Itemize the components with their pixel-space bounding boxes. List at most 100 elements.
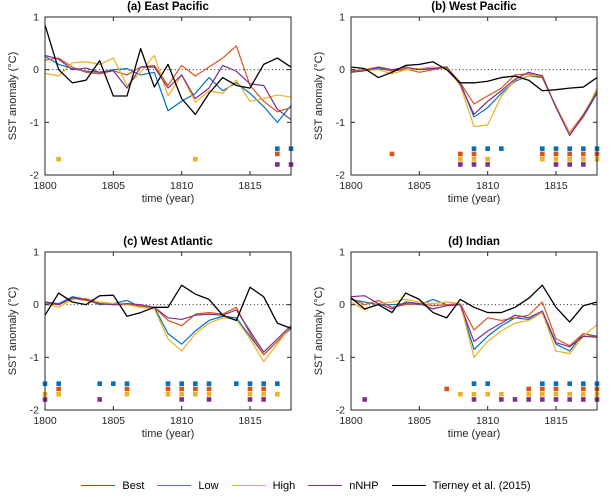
- x-tick-label: 1810: [170, 415, 194, 427]
- panel-d: (d) Indian SST anomaly (°C) 1800 1805 1810…: [306, 235, 612, 470]
- significance-marker-low: [206, 386, 212, 392]
- significance-marker-best: [567, 146, 572, 151]
- significance-marker-high: [499, 391, 504, 397]
- significance-marker-low: [526, 386, 531, 392]
- series-line-best: [350, 66, 598, 135]
- significance-marker-nnhp: [567, 397, 572, 402]
- significance-marker-nnhp: [553, 397, 559, 402]
- legend-line-low-icon: [157, 485, 192, 486]
- x-tick-label: 1800: [339, 415, 363, 427]
- significance-marker-low: [165, 386, 171, 392]
- significance-marker-nnhp: [485, 162, 490, 167]
- legend-label-tierney: Tierney et al. (2015): [432, 479, 531, 492]
- panel-b-plot: 1800 1805 1810 1815 1 0 -1 -2: [336, 12, 600, 192]
- y-tick-label: -2: [336, 405, 345, 417]
- axes-box: [44, 251, 292, 411]
- significance-marker-high: [553, 156, 559, 162]
- x-tick-label: 1800: [33, 180, 57, 192]
- significance-marker-nnhp: [581, 397, 586, 402]
- series-line-tierney: [350, 61, 598, 92]
- significance-marker-nnhp: [471, 397, 477, 402]
- significance-marker-best: [553, 381, 559, 386]
- series-line-high: [44, 297, 292, 363]
- significance-marker-high: [193, 391, 198, 397]
- y-tick-label: -1: [336, 352, 345, 364]
- significance-marker-high: [540, 391, 545, 397]
- significance-marker-low: [389, 151, 395, 157]
- x-tick-label: 1800: [339, 180, 363, 192]
- significance-marker-high: [567, 156, 572, 162]
- significance-marker-nnhp: [581, 162, 586, 167]
- significance-marker-low: [471, 151, 477, 157]
- x-tick-label: 1810: [476, 180, 500, 192]
- series-line-low: [350, 66, 598, 134]
- panel-d-title: (d) Indian: [448, 236, 500, 248]
- y-tick-label: 1: [33, 12, 39, 24]
- significance-marker-high: [553, 391, 559, 397]
- x-tick-label: 1805: [408, 180, 432, 192]
- significance-marker-low: [261, 386, 266, 392]
- legend-line-tierney-icon: [391, 485, 426, 486]
- significance-marker-best: [540, 146, 545, 151]
- significance-marker-high: [458, 156, 463, 162]
- significance-marker-low: [458, 151, 463, 157]
- y-tick-label: -1: [336, 117, 345, 129]
- series-line-nnhp: [44, 297, 292, 353]
- significance-marker-best: [581, 146, 586, 151]
- axes-box: [350, 251, 598, 411]
- panel-a-x-axis-label: time (year): [141, 193, 195, 205]
- significance-marker-low: [444, 386, 449, 392]
- x-tick-label: 1815: [544, 180, 568, 192]
- significance-marker-best: [485, 146, 490, 151]
- significance-marker-high: [567, 391, 572, 397]
- significance-marker-nnhp: [499, 397, 504, 402]
- legend-entry-best: Best: [81, 480, 144, 492]
- significance-marker-low: [553, 386, 559, 392]
- significance-marker-high: [165, 391, 171, 397]
- significance-marker-high: [540, 156, 545, 162]
- significance-marker-nnhp: [540, 397, 545, 402]
- significance-marker-best: [471, 381, 477, 386]
- x-tick-label: 1810: [476, 415, 500, 427]
- panel-d-x-axis-label: time (year): [447, 428, 501, 440]
- significance-marker-low: [124, 386, 130, 392]
- significance-marker-best: [499, 146, 504, 151]
- significance-marker-high: [471, 156, 477, 162]
- y-tick-label: 0: [339, 299, 345, 311]
- significance-marker-best: [111, 381, 116, 386]
- series-line-high: [350, 66, 598, 135]
- series-line-tierney: [44, 284, 292, 329]
- significance-marker-nnhp: [179, 397, 184, 402]
- panel-a-title: (a) East Pacific: [127, 1, 209, 13]
- significance-marker-high: [261, 391, 266, 397]
- significance-marker-nnhp: [553, 162, 559, 167]
- significance-marker-low: [56, 386, 61, 392]
- axes-box: [350, 16, 598, 176]
- significance-marker-best: [206, 381, 212, 386]
- panel-c-plot: 1800 1805 1810 1815 1 0 -1 -2: [30, 247, 292, 427]
- significance-marker-high: [56, 156, 61, 162]
- legend-line-best-icon: [81, 485, 116, 486]
- significance-marker-best: [540, 381, 545, 386]
- y-tick-label: 0: [339, 64, 345, 76]
- series-line-low: [44, 45, 292, 113]
- y-tick-label: 1: [339, 247, 345, 259]
- significance-marker-low: [247, 386, 253, 392]
- significance-marker-nnhp: [471, 162, 477, 167]
- significance-marker-nnhp: [458, 162, 463, 167]
- significance-marker-low: [540, 151, 545, 157]
- y-tick-label: -2: [30, 170, 39, 182]
- x-tick-label: 1815: [544, 415, 568, 427]
- significance-marker-best: [234, 381, 239, 386]
- significance-marker-best: [485, 381, 490, 386]
- y-tick-label: 0: [33, 64, 39, 76]
- significance-marker-low: [553, 151, 559, 157]
- axes-box: [44, 16, 292, 176]
- series-line-best: [350, 298, 598, 352]
- series-line-nnhp: [44, 54, 292, 121]
- legend: Best Low High nNHP Tierney et al. (2015): [0, 470, 612, 501]
- significance-marker-best: [97, 381, 102, 386]
- significance-marker-low: [179, 386, 184, 392]
- panel-c-x-axis-label: time (year): [141, 428, 195, 440]
- significance-marker-nnhp: [275, 162, 280, 167]
